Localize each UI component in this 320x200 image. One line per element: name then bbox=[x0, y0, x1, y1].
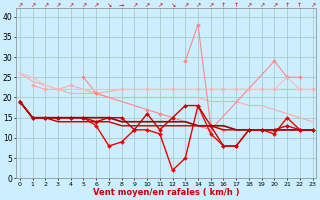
X-axis label: Vent moyen/en rafales ( km/h ): Vent moyen/en rafales ( km/h ) bbox=[93, 188, 239, 197]
